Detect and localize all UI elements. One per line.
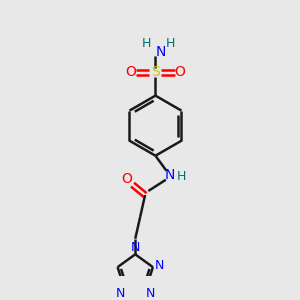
Text: O: O <box>125 65 136 80</box>
Text: N: N <box>116 287 125 300</box>
Text: O: O <box>121 172 132 186</box>
Text: N: N <box>155 259 164 272</box>
Text: H: H <box>142 37 152 50</box>
Text: N: N <box>164 168 175 182</box>
Text: H: H <box>176 170 186 183</box>
Text: S: S <box>151 65 160 80</box>
Text: N: N <box>130 241 140 254</box>
Text: N: N <box>146 287 155 300</box>
Text: H: H <box>166 37 175 50</box>
Text: N: N <box>155 45 166 59</box>
Text: O: O <box>175 65 185 80</box>
